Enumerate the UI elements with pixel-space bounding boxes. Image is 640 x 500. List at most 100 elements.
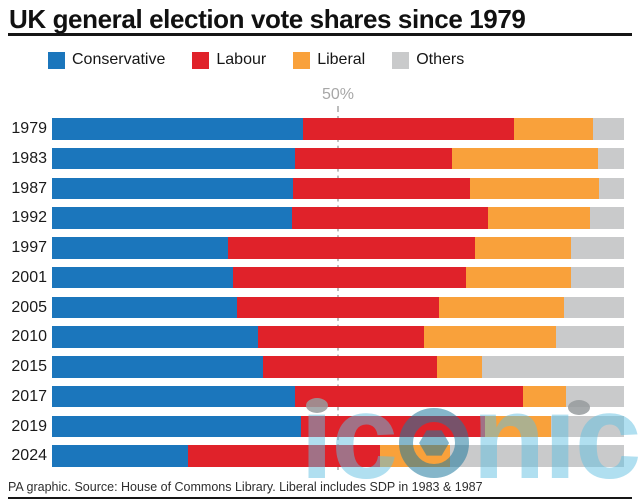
legend-item-liberal: Liberal bbox=[293, 51, 365, 69]
bar-segment-labour bbox=[233, 266, 467, 289]
legend-label: Others bbox=[416, 51, 465, 68]
bar-segment-labour bbox=[187, 445, 381, 467]
bar-segment-others bbox=[570, 237, 624, 259]
bar-segment-others bbox=[551, 415, 624, 437]
bar-segment-others bbox=[565, 385, 624, 408]
legend-swatch-icon bbox=[48, 51, 65, 69]
year-label: 2015 bbox=[11, 358, 47, 375]
legend-label: Conservative bbox=[72, 51, 166, 68]
bar-segment-labour bbox=[301, 415, 485, 437]
stacked-bar bbox=[52, 326, 624, 348]
year-label: 1992 bbox=[11, 209, 47, 227]
legend-item-labour: Labour bbox=[192, 51, 266, 69]
chart-row-1983: 1983 bbox=[8, 147, 624, 170]
bar-segment-conservative bbox=[52, 445, 188, 467]
chart-row-2017: 2017 bbox=[8, 385, 624, 408]
year-label: 2005 bbox=[11, 298, 47, 316]
bar-segment-conservative bbox=[52, 147, 295, 170]
bar-segment-labour bbox=[227, 237, 475, 259]
year-label: 2019 bbox=[11, 417, 47, 435]
bar-segment-conservative bbox=[52, 237, 228, 259]
chart-row-1997: 1997 bbox=[8, 237, 624, 259]
bar-segment-liberal bbox=[485, 415, 552, 437]
chart-row-2001: 2001 bbox=[8, 266, 624, 289]
chart-row-1992: 1992 bbox=[8, 207, 624, 229]
chart-row-2019: 2019 bbox=[8, 415, 624, 437]
bar-segment-liberal bbox=[452, 147, 598, 170]
bar-segment-others bbox=[450, 445, 624, 467]
chart-row-1979: 1979 bbox=[8, 118, 624, 140]
title-divider bbox=[8, 33, 632, 36]
bar-segment-conservative bbox=[52, 118, 304, 140]
bar-segment-others bbox=[555, 326, 624, 348]
year-label: 2017 bbox=[11, 387, 47, 405]
year-label: 2001 bbox=[11, 268, 47, 286]
page-title: UK general election vote shares since 19… bbox=[9, 4, 526, 34]
source-note: PA graphic. Source: House of Commons Lib… bbox=[8, 480, 483, 494]
year-label: 1979 bbox=[11, 120, 47, 137]
bar-segment-labour bbox=[303, 118, 515, 140]
year-label: 1997 bbox=[11, 239, 47, 256]
stacked-bar bbox=[52, 118, 624, 140]
stacked-bar bbox=[52, 177, 624, 199]
bar-segment-conservative bbox=[52, 356, 264, 378]
stacked-bar bbox=[52, 385, 624, 408]
bar-segment-others bbox=[598, 177, 624, 199]
bar-segment-liberal bbox=[523, 385, 566, 408]
stacked-bar bbox=[52, 356, 624, 378]
year-label: 1983 bbox=[11, 149, 47, 167]
bar-segment-others bbox=[564, 296, 624, 318]
bar-segment-conservative bbox=[52, 296, 238, 318]
fifty-percent-label: 50% bbox=[321, 86, 355, 103]
stacked-bar bbox=[52, 445, 624, 467]
bar-segment-conservative bbox=[52, 385, 295, 408]
bar-segment-labour bbox=[294, 385, 524, 408]
legend-swatch-icon bbox=[192, 51, 210, 69]
bar-segment-liberal bbox=[469, 177, 599, 199]
stacked-bar bbox=[52, 207, 624, 229]
bar-segment-liberal bbox=[424, 326, 556, 348]
chart-row-1987: 1987 bbox=[8, 177, 624, 199]
legend: Conservative Labour Liberal Others bbox=[48, 51, 464, 69]
bar-segment-liberal bbox=[466, 266, 571, 289]
bar-segment-labour bbox=[263, 356, 437, 378]
chart-rows: 1979 1983 1987 1992 1997 2001 2005 2010 2015 2017… bbox=[8, 118, 624, 467]
bar-segment-labour bbox=[291, 207, 489, 229]
legend-label: Liberal bbox=[317, 51, 366, 68]
bar-segment-conservative bbox=[52, 326, 259, 348]
bar-segment-liberal bbox=[380, 445, 451, 467]
legend-label: Labour bbox=[216, 51, 267, 68]
bar-segment-others bbox=[482, 356, 624, 378]
bar-segment-others bbox=[570, 266, 624, 289]
bar-segment-liberal bbox=[488, 207, 591, 229]
bar-segment-labour bbox=[294, 147, 453, 170]
bottom-divider bbox=[8, 496, 632, 499]
year-label: 2010 bbox=[11, 328, 47, 346]
bar-segment-others bbox=[593, 118, 624, 140]
bar-segment-others bbox=[590, 207, 624, 229]
stacked-bar bbox=[52, 415, 624, 437]
bar-segment-conservative bbox=[52, 415, 302, 437]
bar-segment-conservative bbox=[52, 177, 294, 199]
legend-item-others: Others bbox=[392, 51, 464, 69]
stacked-bar bbox=[52, 237, 624, 259]
bar-segment-liberal bbox=[438, 296, 565, 318]
year-label: 2024 bbox=[11, 447, 47, 465]
chart-row-2010: 2010 bbox=[8, 326, 624, 348]
year-label: 1987 bbox=[11, 179, 47, 197]
bar-segment-liberal bbox=[436, 356, 483, 378]
bar-segment-labour bbox=[258, 326, 425, 348]
bar-segment-liberal bbox=[474, 237, 571, 259]
stacked-bar bbox=[52, 147, 624, 170]
legend-swatch-icon bbox=[293, 51, 311, 69]
stacked-bar bbox=[52, 296, 624, 318]
stacked-bar bbox=[52, 266, 624, 289]
legend-item-conservative: Conservative bbox=[48, 51, 165, 69]
bar-segment-labour bbox=[237, 296, 439, 318]
legend-swatch-icon bbox=[392, 51, 410, 69]
chart-row-2005: 2005 bbox=[8, 296, 624, 318]
bar-segment-labour bbox=[293, 177, 470, 199]
bar-segment-liberal bbox=[514, 118, 594, 140]
chart-row-2015: 2015 bbox=[8, 356, 624, 378]
